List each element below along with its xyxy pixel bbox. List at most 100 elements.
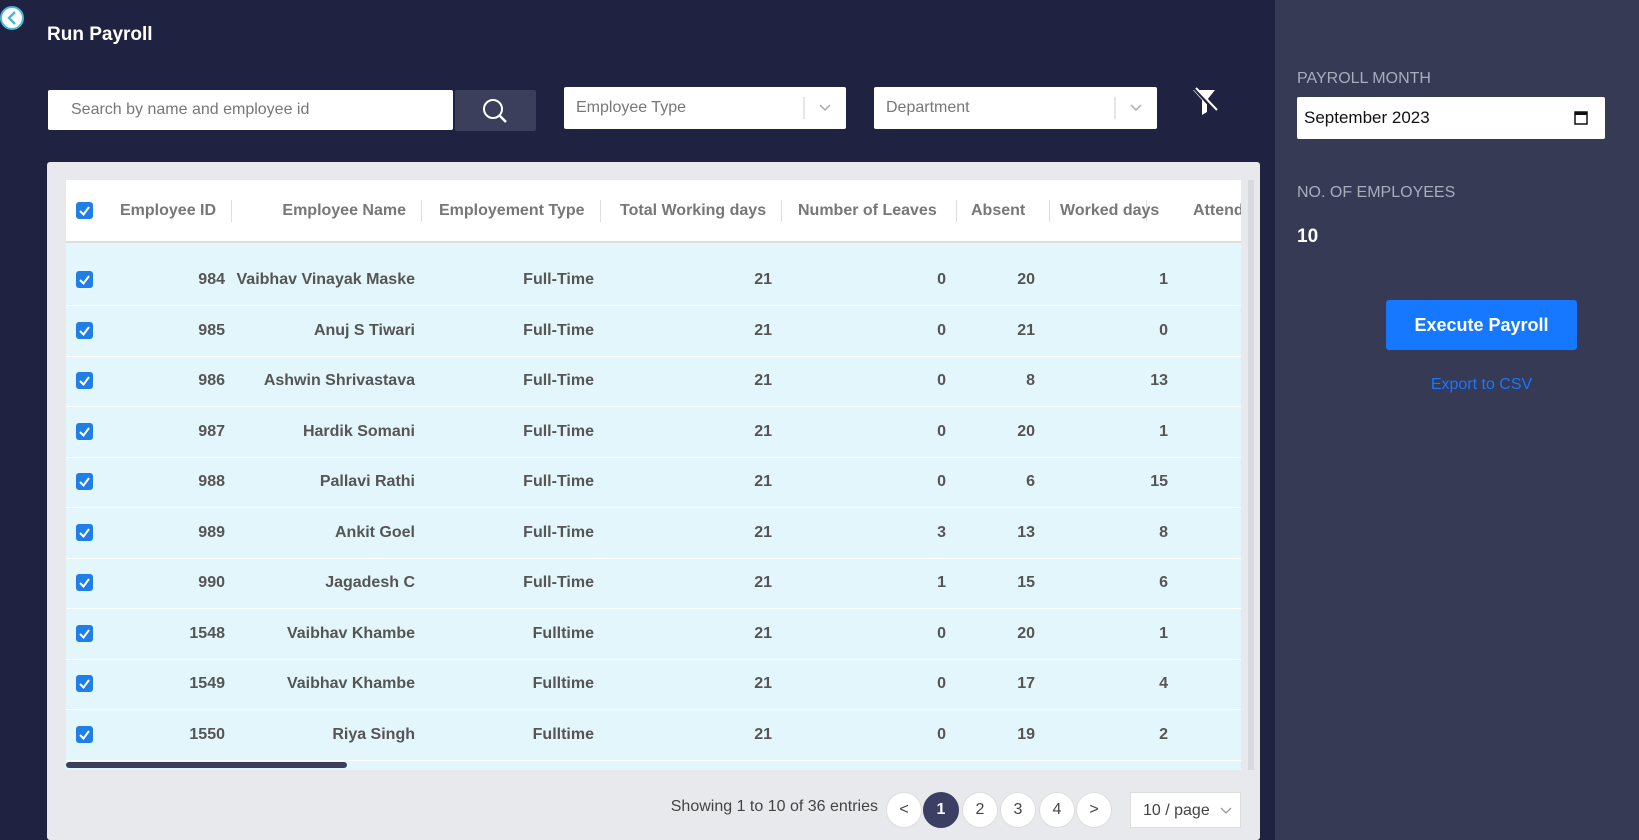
page-button[interactable]: 2 bbox=[962, 792, 998, 828]
select-label: Department bbox=[886, 99, 970, 116]
table-cell: 17 bbox=[1017, 675, 1035, 692]
column-header: Worked days bbox=[1060, 202, 1160, 219]
table-cell: 19 bbox=[1017, 725, 1035, 743]
execute-button[interactable]: Execute Payroll bbox=[1386, 300, 1577, 350]
payroll-month-input[interactable]: September 2023 bbox=[1297, 97, 1605, 139]
table-cell: 21 bbox=[1017, 321, 1035, 339]
table-cell: 1 bbox=[1159, 271, 1168, 288]
table-cell: 1 bbox=[937, 574, 946, 591]
table-cell: Fulltime bbox=[532, 675, 594, 692]
table-cell: 21 bbox=[754, 372, 772, 389]
table-cell: 1548 bbox=[189, 624, 225, 642]
table-row: 1549 Vaibhav Khambe Fulltime 21 0 17 4 bbox=[66, 659, 1241, 710]
table-cell: 0 bbox=[937, 473, 946, 490]
column-header: Employee Name bbox=[282, 202, 406, 219]
row-checkbox[interactable] bbox=[76, 574, 93, 591]
table-cell: 6 bbox=[1026, 473, 1035, 490]
table-cell: 8 bbox=[1026, 372, 1035, 389]
table-cell: Full-Time bbox=[523, 321, 594, 339]
table-cell: Full-Time bbox=[523, 271, 594, 288]
search-input[interactable]: Search by name and employee id bbox=[48, 90, 453, 130]
table-cell: Fulltime bbox=[532, 624, 594, 642]
table-cell: Vaibhav Vinayak Maske bbox=[236, 271, 415, 288]
table-row: 984 Vaibhav Vinayak Maske Full-Time 21 0 20 1 bbox=[66, 255, 1241, 306]
table-cell: 15 bbox=[1150, 473, 1168, 490]
table-cell: 21 bbox=[754, 271, 772, 288]
table-cell: 0 bbox=[1159, 321, 1168, 339]
row-checkbox[interactable] bbox=[76, 725, 93, 743]
table-cell: 990 bbox=[198, 574, 225, 591]
table-cell: 20 bbox=[1017, 271, 1035, 288]
table-row: 989 Ankit Goel Full-Time 21 3 13 8 bbox=[66, 508, 1241, 559]
table-header: Employee ID Employee Name Employement Type… bbox=[66, 180, 1241, 243]
table-cell: Full-Time bbox=[523, 422, 594, 440]
table-cell: 21 bbox=[754, 675, 772, 692]
export-link[interactable]: Export to CSV bbox=[1430, 376, 1533, 393]
table-row: 987 Hardik Somani Full-Time 21 0 20 1 bbox=[66, 407, 1241, 458]
table-cell: Anuj S Tiwari bbox=[313, 321, 415, 339]
table-cell: Full-Time bbox=[523, 574, 594, 591]
row-checkbox[interactable] bbox=[76, 422, 93, 440]
table-cell: 21 bbox=[754, 624, 772, 642]
row-checkbox[interactable] bbox=[76, 675, 93, 692]
column-header: Attend bbox=[1193, 202, 1241, 219]
table-cell: 1550 bbox=[189, 725, 225, 743]
table-cell: 0 bbox=[937, 271, 946, 288]
column-divider bbox=[1049, 200, 1050, 222]
select-all-checkbox[interactable] bbox=[76, 202, 93, 219]
table-row: 1548 Vaibhav Khambe Fulltime 21 0 20 1 bbox=[66, 609, 1241, 660]
scrollbar[interactable] bbox=[66, 762, 347, 768]
table-cell: 0 bbox=[937, 422, 946, 440]
table-cell: 985 bbox=[198, 321, 225, 339]
table-cell: Hardik Somani bbox=[302, 422, 415, 440]
table-cell: 15 bbox=[1017, 574, 1035, 591]
employee-type-select[interactable]: Employee Type bbox=[564, 87, 846, 129]
table-cell: 3 bbox=[937, 523, 946, 541]
row-checkbox[interactable] bbox=[76, 372, 93, 389]
table-cell: 2 bbox=[1159, 725, 1168, 743]
table-cell: Full-Time bbox=[523, 523, 594, 541]
page-size: 10 / page bbox=[1143, 802, 1210, 819]
prev-page[interactable]: < bbox=[886, 792, 922, 828]
column-divider bbox=[956, 200, 957, 222]
page-button[interactable]: 3 bbox=[1000, 792, 1036, 828]
employees-count: 10 bbox=[1297, 226, 1319, 247]
row-checkbox[interactable] bbox=[76, 624, 93, 642]
column-divider bbox=[231, 200, 232, 222]
table-cell: 13 bbox=[1150, 372, 1168, 389]
row-checkbox[interactable] bbox=[76, 473, 93, 490]
table-cell: 21 bbox=[754, 422, 772, 440]
column-divider bbox=[421, 200, 422, 222]
clear-filter-button[interactable] bbox=[1190, 86, 1220, 118]
table-cell: 987 bbox=[198, 422, 225, 440]
page-button[interactable]: 1 bbox=[923, 792, 959, 828]
search-button[interactable] bbox=[455, 90, 536, 131]
table-cell: 4 bbox=[1159, 675, 1168, 692]
row-checkbox[interactable] bbox=[76, 321, 93, 339]
row-checkbox[interactable] bbox=[76, 523, 93, 541]
table-row: 985 Anuj S Tiwari Full-Time 21 0 21 0 bbox=[66, 306, 1241, 357]
department-select[interactable]: Department bbox=[874, 87, 1157, 129]
table-cell: Fulltime bbox=[532, 725, 594, 743]
table-cell: 988 bbox=[198, 473, 225, 490]
page-button[interactable]: 4 bbox=[1039, 792, 1075, 828]
table-cell: 1549 bbox=[189, 675, 225, 692]
next-page[interactable]: > bbox=[1076, 792, 1112, 828]
table-cell: 0 bbox=[937, 725, 946, 743]
table-row: 988 Pallavi Rathi Full-Time 21 0 6 15 bbox=[66, 457, 1241, 508]
column-header: Employement Type bbox=[439, 202, 585, 219]
scrollbar-track bbox=[1248, 180, 1254, 770]
table-cell: 20 bbox=[1017, 422, 1035, 440]
page-size-select[interactable]: 10 / page bbox=[1130, 792, 1241, 828]
table-row: 990 Jagadesh C Full-Time 21 1 15 6 bbox=[66, 558, 1241, 609]
back-button[interactable] bbox=[0, 6, 26, 32]
row-checkbox[interactable] bbox=[76, 271, 93, 288]
table-cell: 986 bbox=[198, 372, 225, 389]
table-cell: 0 bbox=[937, 372, 946, 389]
employees-label: NO. OF EMPLOYEES bbox=[1297, 184, 1456, 201]
table-cell: 21 bbox=[754, 523, 772, 541]
table-cell: 8 bbox=[1159, 523, 1168, 541]
column-header: Absent bbox=[971, 202, 1026, 219]
table-cell: 0 bbox=[937, 624, 946, 642]
